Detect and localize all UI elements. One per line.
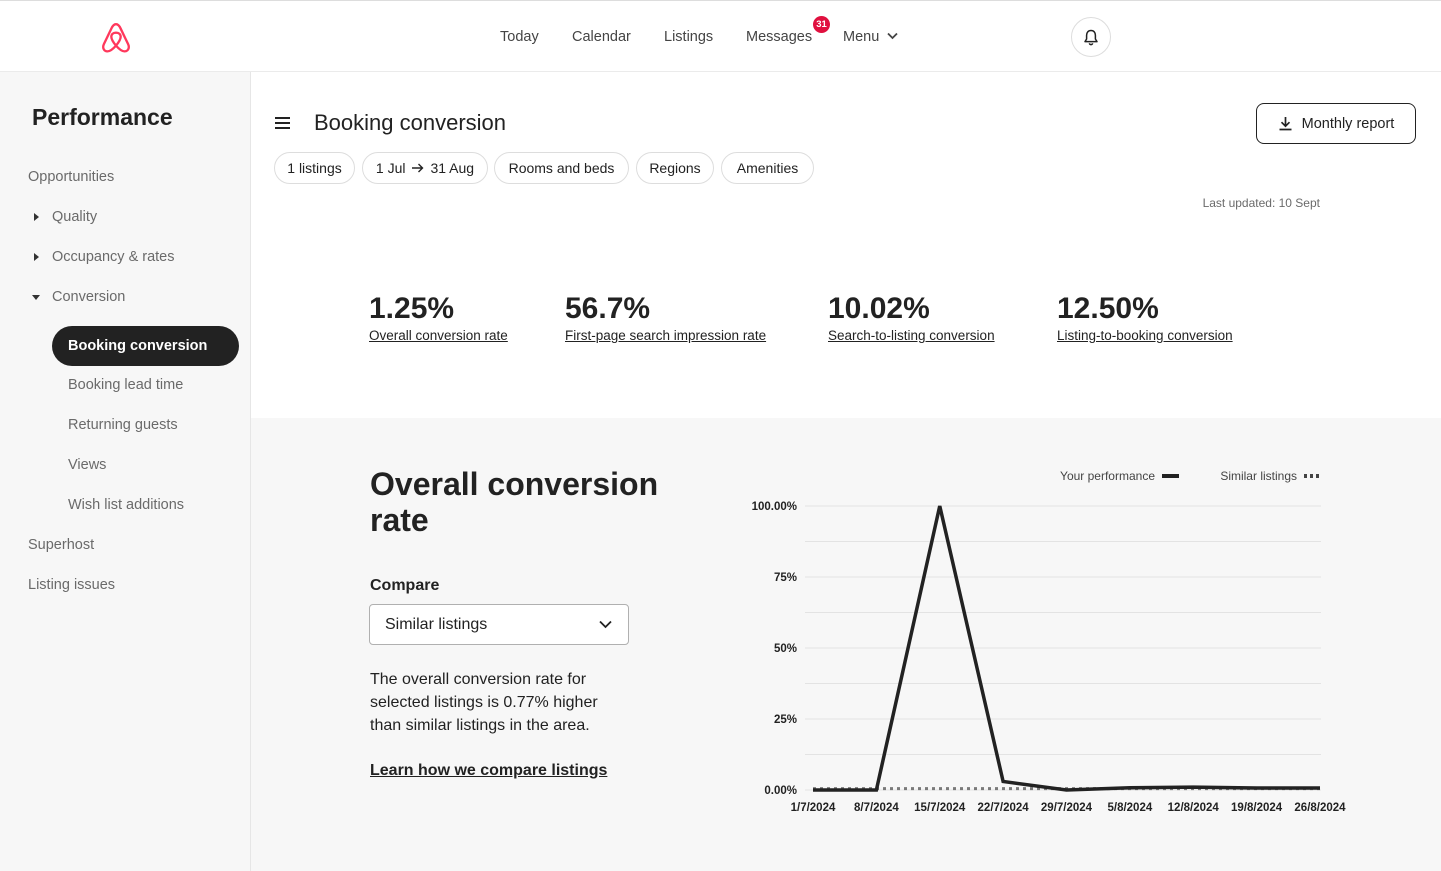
legend-your-performance: Your performance (1060, 469, 1155, 483)
sidebar: Performance Opportunities Quality Occupa… (0, 72, 251, 871)
top-navigation-bar: Today Calendar Listings Messages 31 Menu (0, 0, 1441, 72)
filter-rooms-beds-chip[interactable]: Rooms and beds (494, 152, 629, 184)
stat-value: 1.25% (369, 292, 455, 325)
stat-link[interactable]: Listing-to-booking conversion (1057, 328, 1233, 343)
x-tick-label: 29/7/2024 (1041, 802, 1093, 814)
stat-value: 56.7% (565, 292, 651, 325)
series-line (813, 505, 1320, 792)
filter-regions-label: Regions (649, 160, 701, 176)
date-to-label: 31 Aug (430, 160, 475, 176)
stat-search-to-listing: 10.02% Search-to-listing conversion (828, 292, 995, 343)
page-title: Booking conversion (314, 110, 507, 135)
stat-listing-to-booking: 12.50% Listing-to-booking conversion (1057, 292, 1233, 343)
panel-title: Overall conversion rate (370, 466, 659, 538)
y-tick-label: 25% (774, 714, 797, 726)
collapse-triangle-icon[interactable] (32, 295, 40, 300)
stat-link[interactable]: Search-to-listing conversion (828, 328, 995, 343)
x-axis-ticks: 1/7/2024 8/7/2024 15/7/2024 22/7/2024 29/7/2… (791, 802, 1347, 814)
nav-listings[interactable]: Listings (664, 29, 714, 45)
sidebar-item-superhost[interactable]: Superhost (28, 537, 95, 553)
chevron-down-icon (599, 620, 612, 629)
monthly-report-label: Monthly report (1301, 115, 1395, 132)
sidebar-title: Performance (32, 104, 173, 130)
compare-selected-value: Similar listings (385, 616, 488, 633)
x-tick-label: 19/8/2024 (1231, 802, 1283, 814)
sidebar-item-conversion[interactable]: Conversion (52, 289, 126, 305)
nav-menu[interactable]: Menu (843, 29, 880, 45)
filter-listings-chip[interactable]: 1 listings (274, 152, 355, 184)
nav-messages[interactable]: Messages (746, 29, 813, 45)
chevron-down-icon[interactable] (887, 32, 898, 40)
sidebar-item-booking-conversion[interactable]: Booking conversion (52, 326, 239, 366)
filter-regions-chip[interactable]: Regions (636, 152, 714, 184)
airbnb-logo-icon[interactable] (99, 21, 133, 55)
expand-triangle-icon[interactable] (34, 253, 39, 261)
x-tick-label: 5/8/2024 (1107, 802, 1152, 814)
chart-series (813, 505, 1320, 792)
nav-calendar[interactable]: Calendar (572, 29, 631, 45)
learn-compare-link[interactable]: Learn how we compare listings (370, 762, 608, 779)
filter-rooms-label: Rooms and beds (508, 160, 615, 176)
sidebar-item-quality[interactable]: Quality (52, 209, 98, 225)
sidebar-item-occupancy-rates[interactable]: Occupancy & rates (52, 249, 175, 265)
sidebar-item-wish-list-additions[interactable]: Wish list additions (68, 497, 185, 513)
legend-similar-listings: Similar listings (1220, 469, 1297, 483)
download-icon (1279, 117, 1292, 131)
y-tick-label: 75% (774, 572, 797, 584)
compare-label: Compare (370, 577, 440, 594)
sidebar-item-opportunities[interactable]: Opportunities (28, 169, 115, 185)
filter-date-range-chip[interactable]: 1 Jul 31 Aug (362, 152, 488, 184)
sidebar-item-listing-issues[interactable]: Listing issues (28, 577, 116, 593)
y-tick-label: 100.00% (752, 501, 797, 513)
messages-badge: 31 (813, 16, 830, 33)
stat-first-page-impression: 56.7% First-page search impression rate (565, 292, 766, 343)
comparison-description: The overall conversion rate for selected… (370, 671, 598, 734)
nav-today[interactable]: Today (500, 29, 539, 45)
sidebar-item-views[interactable]: Views (68, 457, 107, 473)
last-updated-text: Last updated: 10 Sept (1202, 196, 1320, 210)
y-tick-label: 0.00% (764, 785, 797, 797)
stat-overall-conversion: 1.25% Overall conversion rate (369, 292, 508, 343)
stat-link[interactable]: Overall conversion rate (369, 328, 508, 343)
bell-icon (1084, 29, 1098, 45)
monthly-report-button[interactable]: Monthly report (1256, 103, 1416, 144)
stat-value: 10.02% (828, 292, 930, 325)
arrow-right-icon (412, 163, 424, 173)
sidebar-item-booking-lead-time[interactable]: Booking lead time (68, 377, 184, 393)
hamburger-menu-icon[interactable] (275, 117, 290, 129)
y-tick-label: 50% (774, 643, 797, 655)
stat-link[interactable]: First-page search impression rate (565, 328, 767, 343)
chart-legend: Your performance Similar listings (1060, 469, 1321, 483)
chart-grid (805, 505, 1321, 791)
x-tick-label: 15/7/2024 (914, 802, 966, 814)
compare-select[interactable]: Similar listings (369, 604, 629, 645)
x-tick-label: 8/7/2024 (854, 802, 899, 814)
x-tick-label: 1/7/2024 (791, 802, 836, 814)
filter-amenities-chip[interactable]: Amenities (721, 152, 814, 184)
y-axis-ticks: 0.00% 25% 50% 75% 100.00% (752, 501, 797, 797)
notifications-button[interactable] (1071, 17, 1111, 57)
expand-triangle-icon[interactable] (34, 213, 39, 221)
stat-value: 12.50% (1057, 292, 1159, 325)
date-from-label: 1 Jul (375, 160, 406, 176)
conversion-rate-chart: 0.00% 25% 50% 75% 100.00% 1/7/2024 8/7/2024 15… (752, 469, 1347, 814)
x-tick-label: 22/7/2024 (978, 802, 1030, 814)
x-tick-label: 26/8/2024 (1294, 802, 1346, 814)
sidebar-item-returning-guests[interactable]: Returning guests (68, 417, 178, 433)
x-tick-label: 12/8/2024 (1168, 802, 1220, 814)
filter-amenities-label: Amenities (736, 160, 799, 176)
filter-listings-label: 1 listings (287, 160, 342, 176)
